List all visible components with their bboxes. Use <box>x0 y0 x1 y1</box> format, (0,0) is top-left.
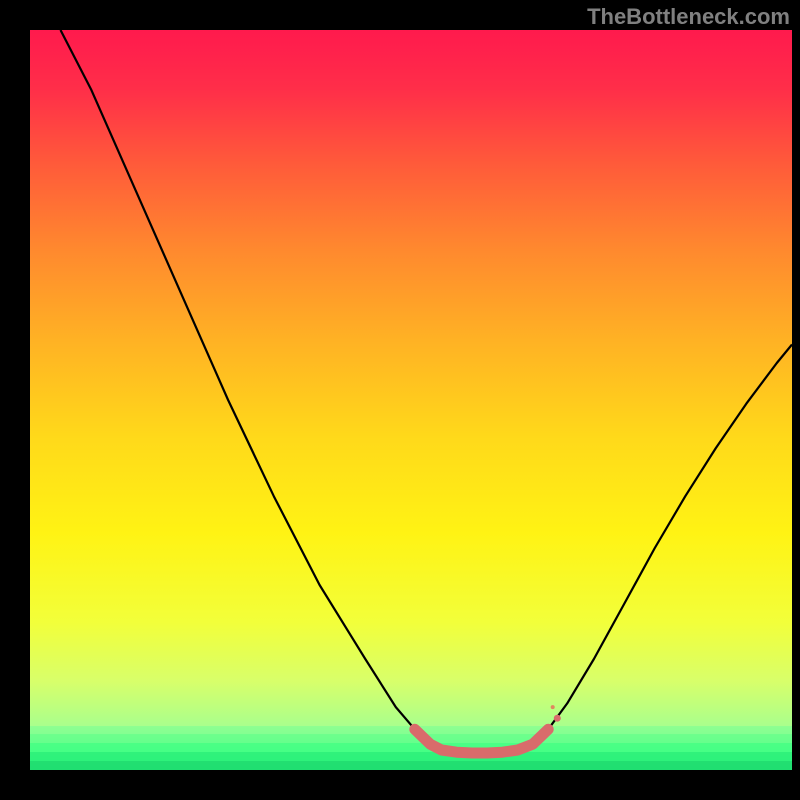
frame-border-bottom <box>0 770 800 800</box>
bottleneck-curve <box>61 30 793 753</box>
bottom-highlight <box>415 729 548 753</box>
curve-layer <box>30 30 792 770</box>
highlight-dot <box>551 705 555 709</box>
plot-area <box>30 30 792 770</box>
watermark-text: TheBottleneck.com <box>587 4 790 30</box>
chart-frame: TheBottleneck.com <box>0 0 800 800</box>
frame-border-left <box>0 0 30 800</box>
frame-border-right <box>792 0 800 800</box>
highlight-dot <box>554 715 561 722</box>
